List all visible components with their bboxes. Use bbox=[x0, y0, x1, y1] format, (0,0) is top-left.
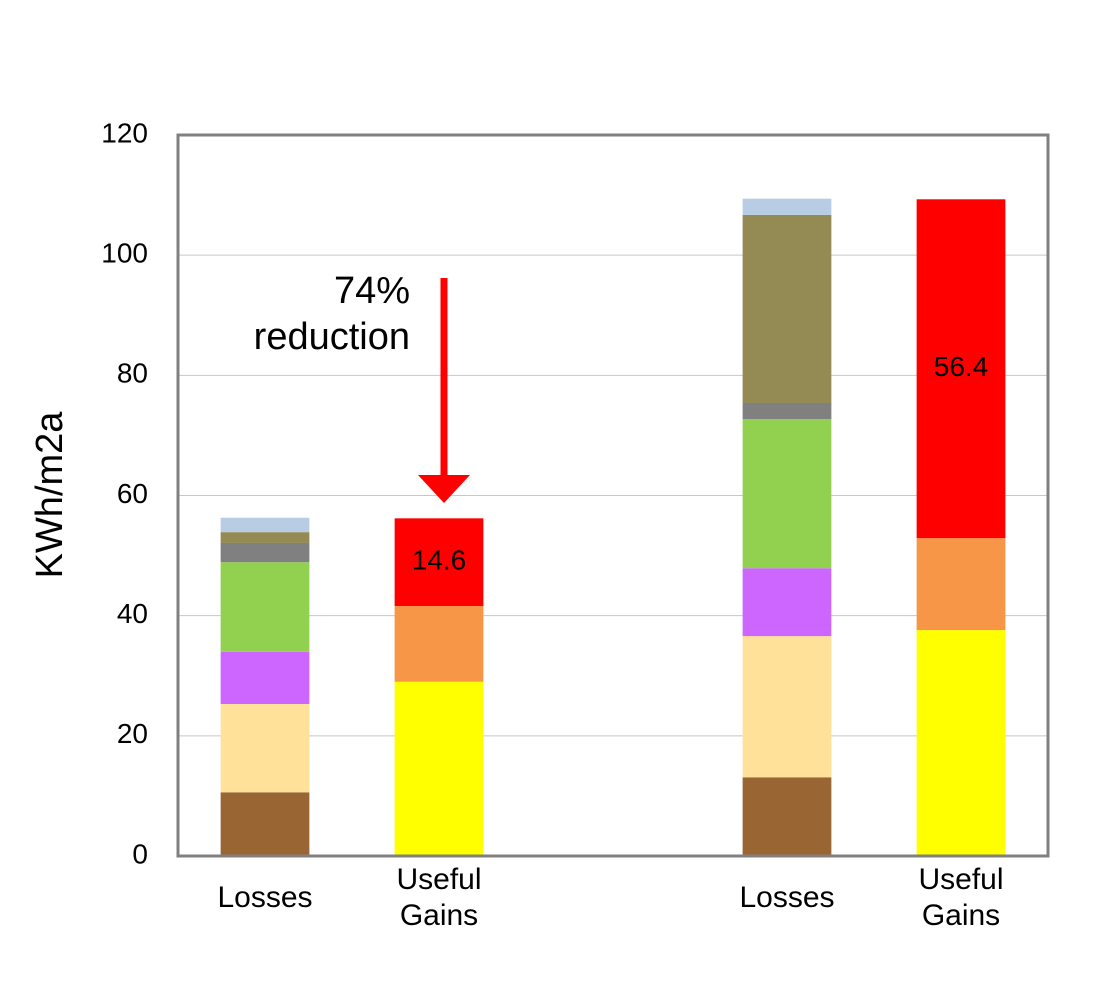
bar-segment bbox=[742, 419, 832, 569]
bar-segment bbox=[742, 636, 832, 778]
bar-segment bbox=[742, 402, 832, 420]
bar-segment bbox=[916, 630, 1006, 856]
plot-border bbox=[176, 133, 1050, 858]
y-tick-label: 80 bbox=[117, 358, 148, 389]
y-tick-label: 20 bbox=[117, 718, 148, 749]
bar-segment bbox=[394, 606, 484, 682]
bar-segment bbox=[394, 681, 484, 856]
bar-segment bbox=[742, 198, 832, 215]
data-label: 14.6 bbox=[412, 545, 467, 576]
y-tick-label: 100 bbox=[101, 238, 148, 269]
bar-segment bbox=[742, 214, 832, 403]
y-axis-label: KWh/m2a bbox=[29, 411, 71, 579]
y-tick-label: 40 bbox=[117, 598, 148, 629]
x-tick-label: Losses bbox=[217, 881, 313, 914]
bar-segment bbox=[742, 568, 832, 637]
bar-segment bbox=[394, 518, 484, 607]
y-tick-label: 60 bbox=[117, 478, 148, 509]
bar-segment bbox=[220, 532, 310, 543]
bar-segment bbox=[220, 792, 310, 856]
bar-segment bbox=[220, 517, 310, 533]
bar-segment bbox=[220, 562, 310, 652]
x-tick-label: Losses bbox=[739, 881, 835, 914]
data-label: 56.4 bbox=[934, 351, 989, 382]
bar-segment bbox=[220, 651, 310, 704]
bar-segment bbox=[220, 542, 310, 563]
annotation: 74% reduction bbox=[253, 270, 410, 358]
bar-segment bbox=[916, 538, 1006, 631]
bar-segment bbox=[742, 777, 832, 856]
x-tick-label: Useful Gains bbox=[396, 863, 482, 932]
bar-segment bbox=[916, 199, 1006, 539]
y-tick-label: 0 bbox=[132, 838, 148, 869]
arrow-head bbox=[418, 475, 470, 503]
x-tick-label: Useful Gains bbox=[918, 863, 1004, 932]
y-tick-label: 120 bbox=[101, 117, 148, 148]
bar-segment bbox=[220, 703, 310, 793]
